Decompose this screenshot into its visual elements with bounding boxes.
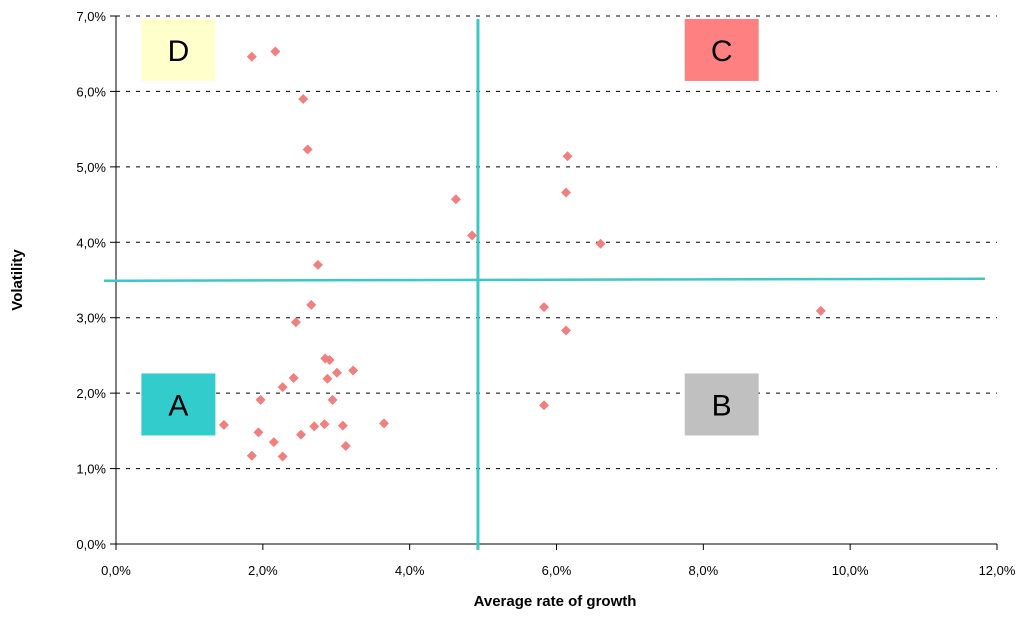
quadrant-box [684, 373, 759, 436]
data-point [562, 151, 573, 162]
data-point [288, 373, 299, 384]
data-points [218, 46, 826, 462]
quadrant-letter: C [711, 35, 733, 68]
quadrant-b-label: B [684, 373, 759, 436]
y-tick-label: 3,0% [76, 311, 106, 326]
data-point [246, 51, 257, 62]
data-point [450, 194, 461, 205]
quadrant-horizontal-line [103, 277, 986, 283]
x-tick-label: 4,0% [395, 563, 425, 578]
y-tick-label: 4,0% [76, 235, 106, 250]
data-point [337, 420, 348, 431]
data-point [290, 317, 301, 328]
quadrant-letter: A [168, 389, 188, 422]
data-point [218, 419, 229, 430]
quadrant-box [141, 18, 216, 81]
data-point [340, 440, 351, 451]
x-tick-label: 8,0% [689, 563, 719, 578]
data-point [815, 305, 826, 316]
data-point [306, 299, 317, 310]
data-point [595, 238, 606, 249]
x-tick-label: 6,0% [542, 563, 572, 578]
data-point [561, 325, 572, 336]
quadrant-d-label: D [141, 18, 216, 81]
quadrant-box [141, 373, 216, 436]
data-point [268, 437, 279, 448]
y-tick-label: 7,0% [76, 9, 106, 24]
data-point [298, 93, 309, 104]
x-tick-label: 12,0% [979, 563, 1016, 578]
x-tick-label: 2,0% [248, 563, 278, 578]
y-tick-label: 6,0% [76, 84, 106, 99]
data-point [302, 144, 313, 155]
data-point [378, 418, 389, 429]
quadrant-lines [103, 19, 986, 550]
data-point [331, 367, 342, 378]
quadrant-box [684, 18, 759, 81]
x-axis-title: Average rate of growth [474, 593, 637, 610]
data-point [319, 419, 330, 430]
axes: 0,0% 1,0% 2,0% 3,0% 4,0% 5,0% 6,0% 7,0% 0,0% 2,0%… [76, 9, 1016, 578]
y-axis-title: Volatility [9, 249, 26, 311]
data-point [253, 427, 264, 438]
y-tick-label: 0,0% [76, 537, 106, 552]
quadrant-labels: D C A B [141, 18, 759, 436]
data-point [327, 394, 338, 405]
x-tick-label: 10,0% [832, 563, 869, 578]
quadrant-a-label: A [141, 373, 216, 436]
quadrant-letter: B [712, 389, 732, 422]
y-tick-label: 2,0% [76, 386, 106, 401]
data-point [277, 382, 288, 393]
data-point [467, 230, 478, 241]
data-point [539, 400, 550, 411]
quadrant-letter: D [168, 35, 190, 68]
data-point [312, 259, 323, 270]
data-point [561, 187, 572, 198]
y-tick-label: 1,0% [76, 462, 106, 477]
data-point [270, 46, 281, 57]
data-point [246, 450, 257, 461]
data-point [324, 354, 335, 365]
quadrant-c-label: C [684, 18, 759, 81]
data-point [277, 451, 288, 462]
data-point [296, 429, 307, 440]
data-point [539, 302, 550, 313]
data-point [309, 421, 320, 432]
data-point [322, 373, 333, 384]
gridlines [116, 15, 997, 470]
x-tick-label: 0,0% [101, 563, 131, 578]
y-tick-label: 5,0% [76, 160, 106, 175]
data-point [255, 394, 266, 405]
data-point [348, 365, 359, 376]
